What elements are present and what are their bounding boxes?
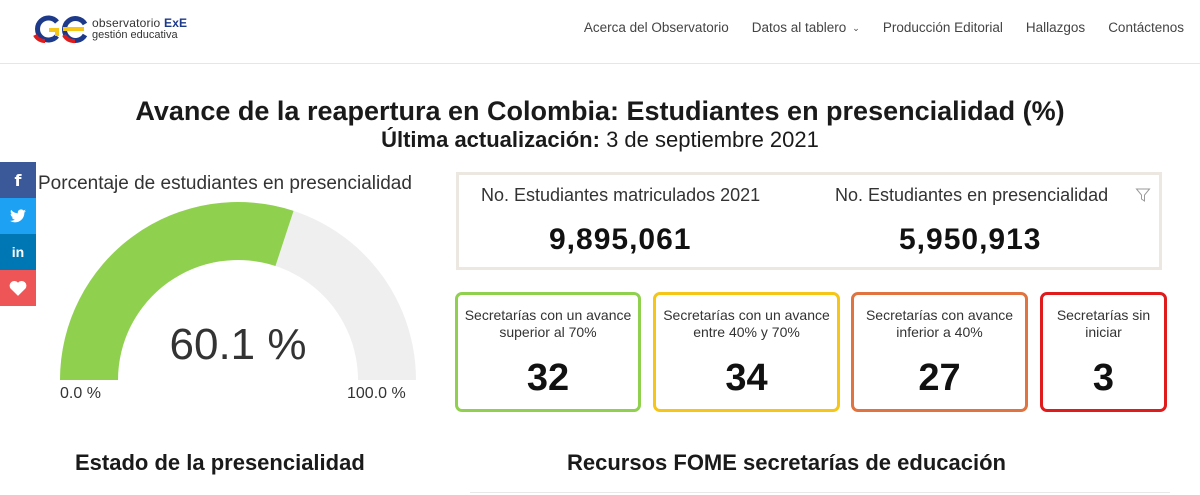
top-navigation-bar: observatorio ExE gestión educativa Acerc… (0, 0, 1200, 64)
twitter-share-button[interactable] (0, 198, 36, 234)
last-updated: Última actualización: 3 de septiembre 20… (0, 127, 1200, 153)
nav-item-editorial-label: Producción Editorial (882, 20, 1003, 35)
enrolled-value: 9,895,061 (549, 223, 692, 256)
gauge-title: Porcentaje de estudiantes en presenciali… (38, 173, 412, 194)
students-summary-card: No. Estudiantes matriculados 2021 9,895,… (456, 172, 1162, 270)
kpi-value: 32 (526, 357, 570, 399)
last-updated-date: 3 de septiembre 2021 (606, 127, 819, 152)
facebook-share-button[interactable]: f (0, 162, 36, 198)
presence-gauge (60, 202, 416, 380)
nav-item-contact-label: Contáctenos (1108, 20, 1184, 35)
logo-brand: ExE (163, 16, 188, 30)
in-person-value: 5,950,913 (899, 223, 1042, 256)
main-nav: Acerca del Observatorio Datos al tablero… (584, 20, 1184, 35)
kpi-value: 27 (918, 357, 961, 399)
kpi-value: 3 (1092, 357, 1115, 399)
page-title: Avance de la reapertura en Colombia: Est… (135, 96, 1065, 126)
gauge-max-label: 100.0 % (347, 385, 406, 402)
logo-line2: gestión educativa (92, 29, 178, 41)
heart-icon (9, 280, 27, 296)
logo-mark-icon (33, 15, 88, 44)
gauge-min-label: 0.0 % (60, 385, 101, 402)
gauge-value: 60.1 % (169, 320, 307, 369)
nav-item-about[interactable]: Acerca del Observatorio (584, 20, 729, 35)
nav-item-findings-label: Hallazgos (1025, 20, 1086, 35)
nav-item-about-label: Acerca del Observatorio (583, 20, 729, 35)
filter-icon[interactable] (1135, 187, 1151, 203)
logo-text: observatorio ExE gestión educativa (92, 17, 187, 41)
nav-item-contact[interactable]: Contáctenos (1108, 20, 1184, 35)
site-logo[interactable]: observatorio ExE gestión educativa (30, 13, 187, 45)
linkedin-icon: in (11, 244, 25, 260)
kpi-card-above-70: Secretarías con un avance superior al 70… (455, 292, 641, 412)
twitter-icon (10, 209, 26, 223)
gauge-fill (60, 202, 294, 380)
favorite-button[interactable] (0, 270, 36, 306)
nav-item-dashboard-data-label: Datos al tablero (751, 20, 847, 35)
last-updated-label: Última actualización: (381, 127, 600, 152)
enrolled-label: No. Estudiantes matriculados 2021 (481, 185, 761, 205)
kpi-card-not-started: Secretarías sin iniciar 3 (1040, 292, 1167, 412)
kpi-label: Secretarías con avance inferior a 40% (865, 307, 1014, 340)
section-title-fome-resources: Recursos FOME secretarías de educación (567, 450, 1006, 475)
social-share-bar: f in (0, 162, 36, 306)
kpi-card-below-40: Secretarías con avance inferior a 40% 27 (851, 292, 1028, 412)
section-title-presence-status: Estado de la presencialidad (75, 450, 365, 475)
nav-item-editorial[interactable]: Producción Editorial (883, 20, 1003, 35)
kpi-card-40-to-70: Secretarías con un avance entre 40% y 70… (653, 292, 840, 412)
in-person-label: No. Estudiantes en presencialidad (835, 185, 1109, 205)
nav-item-dashboard-data[interactable]: Datos al tablero ⌄ (752, 20, 860, 35)
kpi-label: Secretarías con un avance entre 40% y 70… (663, 307, 830, 340)
nav-item-findings[interactable]: Hallazgos (1026, 20, 1085, 35)
kpi-value: 34 (725, 357, 768, 399)
chevron-down-icon: ⌄ (852, 23, 860, 33)
section-divider (470, 492, 1170, 493)
kpi-label: Secretarías con un avance superior al 70… (464, 307, 632, 340)
linkedin-share-button[interactable]: in (0, 234, 36, 270)
kpi-label: Secretarías sin iniciar (1056, 307, 1151, 340)
logo-line1: observatorio (92, 16, 161, 30)
facebook-icon: f (14, 170, 22, 190)
